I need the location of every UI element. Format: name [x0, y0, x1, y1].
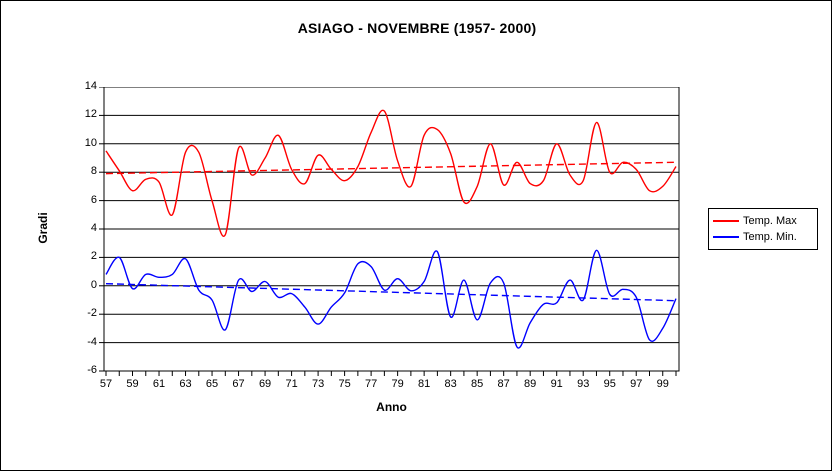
y-tick-label-8: 8 [90, 165, 97, 178]
plot-border [103, 87, 680, 372]
temp-max-line-swatch [713, 220, 739, 222]
plot-area [99, 87, 680, 376]
temp-min--line [105, 249, 677, 349]
y-tick-label-4: 4 [90, 222, 97, 234]
x-tick-label-67: 67 [232, 378, 245, 390]
x-tick-label-75: 75 [338, 378, 351, 390]
y-tick-label-0: 0 [90, 278, 97, 291]
x-tick-label-63: 63 [179, 378, 192, 390]
x-tick-label-57: 57 [99, 378, 113, 390]
x-tick-label-59: 59 [126, 378, 139, 390]
legend-item-temp-min: Temp. Min. [713, 231, 813, 243]
x-tick-label-85: 85 [471, 378, 484, 390]
x-tick-label-97: 97 [630, 378, 643, 390]
temp-max-line [105, 109, 677, 237]
x-tick-label-69: 69 [258, 378, 272, 390]
legend-label-temp-max: Temp. Max [743, 215, 797, 227]
x-tick-label-73: 73 [311, 378, 325, 390]
y-tick-label-2: 2 [90, 250, 97, 263]
chart-title: ASIAGO - NOVEMBRE (1957- 2000) [297, 20, 537, 36]
x-tick-label-91: 91 [550, 378, 563, 390]
x-tick-label-61: 61 [152, 378, 166, 390]
x-tick-label-65: 65 [205, 378, 219, 390]
x-tick-label-87: 87 [497, 378, 510, 390]
trendline-temp-max [105, 161, 677, 175]
x-tick-label-93: 93 [577, 378, 590, 390]
legend-item-temp-max: Temp. Max [713, 215, 813, 227]
x-tick-label-81: 81 [418, 378, 431, 390]
x-tick-label-79: 79 [391, 378, 404, 390]
y-tick-label-14: 14 [84, 80, 97, 92]
x-axis-title: Anno [376, 400, 407, 414]
legend-label-temp-min: Temp. Min. [743, 231, 797, 243]
x-tick-label-99: 99 [656, 378, 669, 390]
x-tick-label-95: 95 [603, 378, 616, 390]
y-tick-label-6: 6 [90, 193, 97, 206]
y-axis-title: Gradi [36, 212, 50, 244]
y-tick-label-10: 10 [84, 136, 97, 149]
x-tick-label-83: 83 [444, 378, 457, 390]
x-tick-label-89: 89 [524, 378, 537, 390]
y-tick-label-12: 12 [84, 108, 97, 121]
y-tick-label--2: -2 [87, 307, 97, 320]
trendline-temp-min- [105, 282, 677, 302]
x-tick-label-71: 71 [285, 378, 298, 390]
y-tick-label--6: -6 [87, 364, 97, 376]
temp-min-line-swatch [713, 236, 739, 238]
legend: Temp. Max Temp. Min. [708, 208, 818, 250]
y-tick-label--4: -4 [87, 335, 97, 348]
x-tick-label-77: 77 [364, 378, 378, 390]
